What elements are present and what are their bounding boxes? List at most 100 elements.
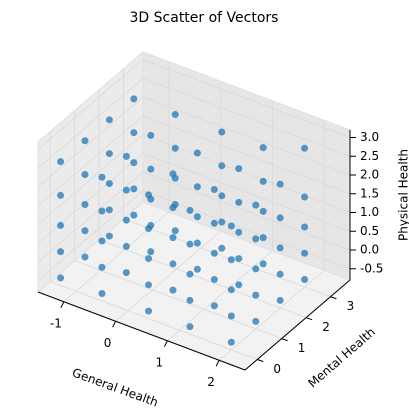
point (301, 144, 309, 152)
z-tick-label: 2.0 (360, 168, 379, 182)
grid-line (115, 230, 221, 322)
x-tick (60, 301, 65, 308)
point (169, 204, 177, 212)
chart-title: 3D Scatter of Vectors (130, 10, 279, 26)
x-tick-label: 2 (207, 375, 215, 389)
x-tick (163, 340, 168, 347)
z-tick-label: 3.0 (360, 130, 379, 144)
point (81, 227, 89, 235)
point (105, 206, 113, 214)
point (218, 192, 226, 200)
point (145, 281, 153, 289)
grid-line (142, 171, 351, 251)
grid-line (37, 134, 144, 225)
grid-line (50, 281, 258, 360)
point (210, 302, 218, 310)
y-tick (305, 317, 313, 321)
point (130, 159, 138, 167)
point (193, 149, 201, 157)
point (186, 296, 194, 304)
point (210, 219, 218, 227)
point (276, 244, 284, 252)
point (105, 150, 113, 158)
point (193, 183, 201, 191)
point (57, 191, 65, 199)
point (235, 165, 243, 173)
point (145, 307, 153, 315)
point (276, 214, 284, 222)
point (145, 191, 153, 199)
x-tick (215, 360, 220, 367)
point (81, 171, 89, 179)
point (81, 201, 89, 209)
z-axis-label: Physical Health (397, 149, 409, 241)
point (57, 158, 65, 166)
point (130, 211, 138, 219)
point (169, 234, 177, 242)
grid-line (142, 59, 351, 138)
point (227, 222, 235, 230)
point (169, 170, 177, 178)
point (122, 152, 130, 160)
x-tick-label: 1 (156, 355, 164, 369)
point (186, 206, 194, 214)
point (169, 260, 177, 268)
x-tick-label: -1 (50, 316, 62, 330)
z-tick-label: -0.5 (360, 261, 383, 275)
point (145, 225, 153, 233)
grid-line (98, 239, 307, 319)
y-tick-label: 0 (273, 362, 281, 376)
point (193, 239, 201, 247)
point (227, 338, 235, 346)
point (227, 256, 235, 264)
point (193, 265, 201, 273)
grid-line (37, 77, 144, 169)
point (210, 276, 218, 284)
point (259, 207, 267, 215)
y-tick-label: 2 (322, 320, 330, 334)
point (218, 162, 226, 170)
point (252, 235, 260, 243)
point (301, 223, 309, 231)
point (130, 95, 138, 103)
point (122, 269, 130, 277)
point (57, 274, 65, 282)
point (147, 165, 155, 173)
grid-line (74, 260, 282, 339)
y-axis-label: Mental Health (305, 325, 378, 391)
point (147, 248, 155, 256)
grid-line (37, 59, 144, 150)
point (259, 144, 267, 152)
point (171, 144, 179, 152)
point (276, 180, 284, 188)
point (259, 260, 267, 268)
grid-line (218, 269, 325, 361)
point (210, 186, 218, 194)
z-tick-label: 0.5 (360, 224, 379, 238)
point (276, 270, 284, 278)
point (147, 131, 155, 139)
point (252, 265, 260, 273)
point (169, 286, 177, 294)
point (301, 249, 309, 257)
point (171, 227, 179, 235)
point (98, 237, 106, 245)
z-tick-label: 2.5 (360, 149, 379, 163)
point (98, 173, 106, 181)
point (235, 198, 243, 206)
point (235, 281, 243, 289)
z-tick-label: 0.0 (360, 243, 379, 257)
point (57, 248, 65, 256)
y-tick (330, 296, 337, 300)
point (252, 317, 260, 325)
point (218, 128, 226, 136)
point (81, 253, 89, 261)
point (227, 286, 235, 294)
point (252, 201, 260, 209)
point (122, 186, 130, 194)
z-tick-label: 1.5 (360, 186, 379, 200)
y-tick (281, 338, 288, 342)
point (235, 255, 243, 263)
